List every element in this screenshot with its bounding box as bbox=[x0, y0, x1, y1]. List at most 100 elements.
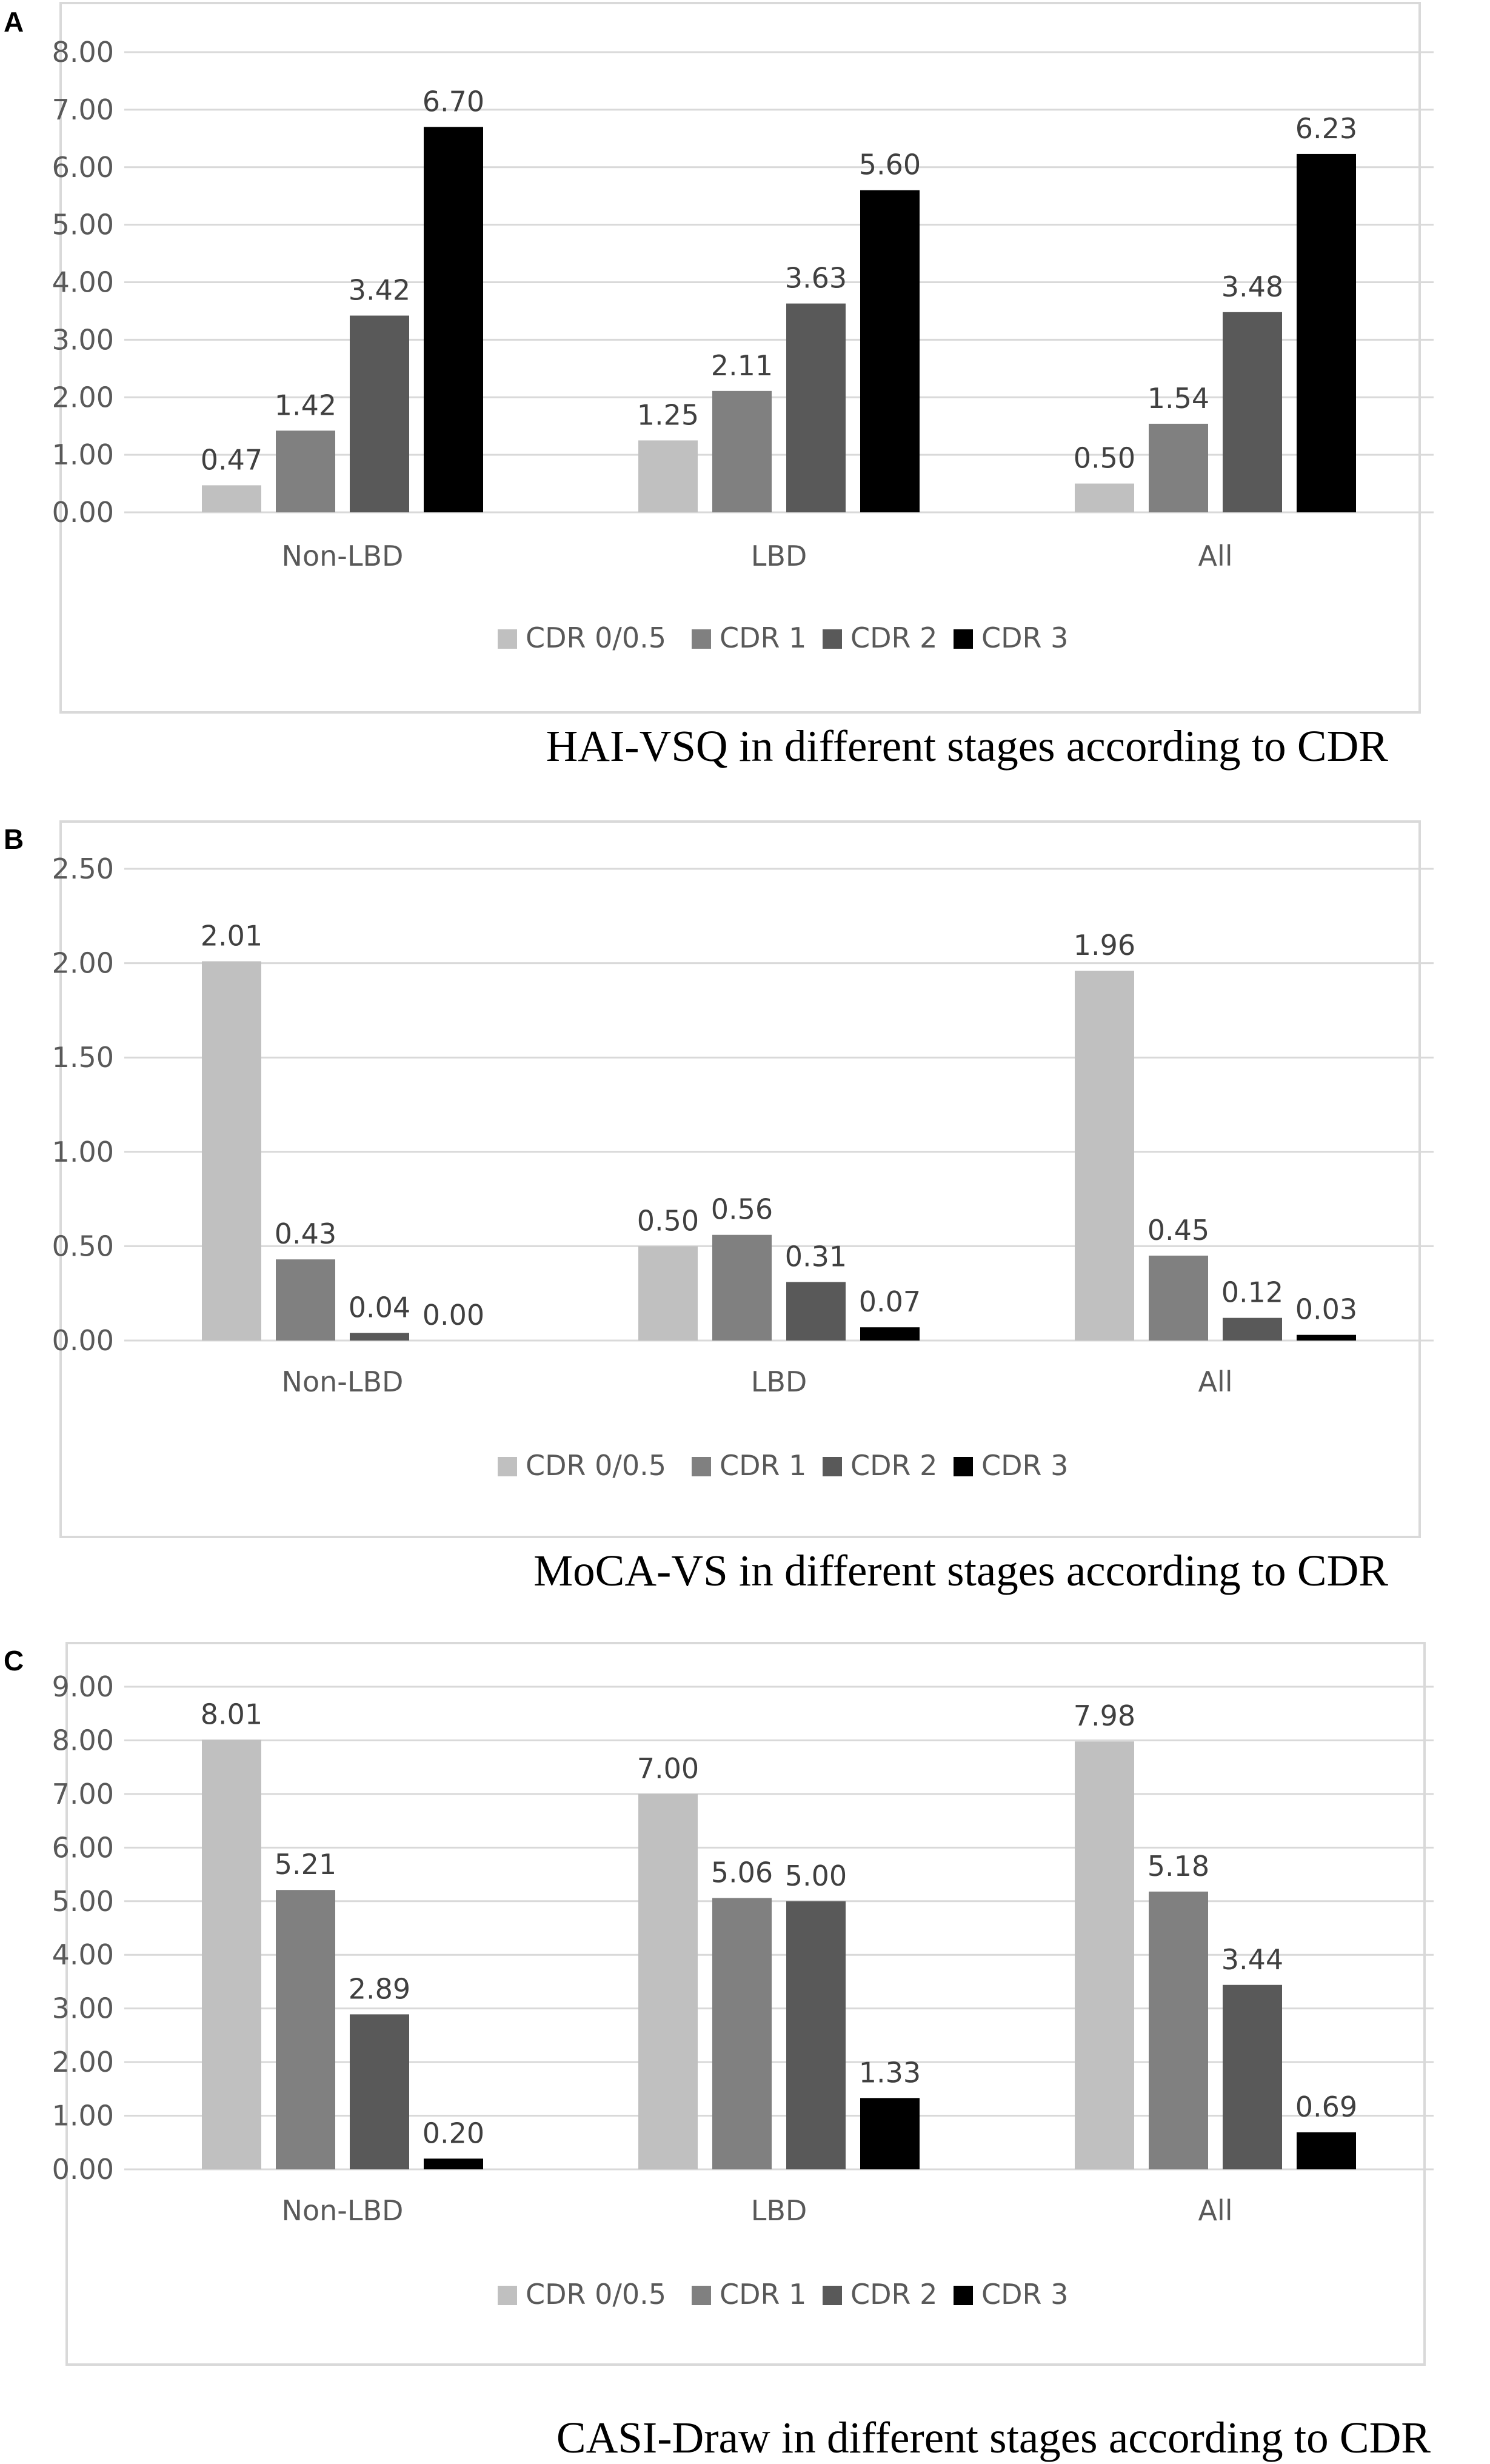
legend-label: CDR 1 bbox=[720, 621, 806, 654]
category-label: Non-LBD bbox=[282, 540, 404, 572]
bar bbox=[276, 1890, 335, 2169]
bar bbox=[350, 315, 409, 512]
legend-swatch bbox=[498, 629, 517, 649]
data-label: 7.00 bbox=[637, 1752, 699, 1785]
bar bbox=[860, 190, 920, 512]
legend-label: CDR 2 bbox=[850, 1449, 937, 1482]
data-label: 0.07 bbox=[859, 1285, 921, 1318]
bar bbox=[786, 303, 846, 512]
data-label: 1.54 bbox=[1148, 382, 1209, 415]
chart-panel-c: C 0.00 1.00 2.00 3.00 4.00 5.00 6.00 7.00 8.00 9.0… bbox=[4, 1642, 1434, 2462]
y-tick-label: 1.50 bbox=[52, 1041, 114, 1074]
data-label: 7.98 bbox=[1074, 1699, 1135, 1732]
category-label: All bbox=[1198, 540, 1232, 572]
data-label: 0.50 bbox=[637, 1204, 699, 1237]
bar bbox=[1075, 971, 1134, 1341]
bar bbox=[1149, 1255, 1208, 1341]
data-label: 0.04 bbox=[349, 1291, 410, 1324]
bar bbox=[1297, 153, 1356, 512]
chart-frame bbox=[59, 2, 1421, 714]
legend-swatch bbox=[498, 2286, 517, 2305]
data-label: 3.48 bbox=[1221, 270, 1283, 303]
y-tick-label: 4.00 bbox=[52, 1938, 114, 1971]
legend-swatch bbox=[954, 629, 973, 649]
bar bbox=[712, 1234, 772, 1341]
data-label: 8.01 bbox=[201, 1698, 262, 1731]
bar bbox=[1223, 1984, 1282, 2169]
data-label: 0.00 bbox=[423, 1299, 484, 1331]
y-tick-label: 2.00 bbox=[52, 2046, 114, 2078]
legend-label: CDR 1 bbox=[720, 1449, 806, 1482]
legend-swatch bbox=[823, 2286, 842, 2305]
legend-swatch bbox=[954, 2286, 973, 2305]
y-tick-label: 2.50 bbox=[52, 852, 114, 885]
legend-swatch bbox=[692, 2286, 711, 2305]
legend: CDR 0/0.5 CDR 1 CDR 2 CDR 3 bbox=[498, 1449, 1068, 1482]
data-label: 0.31 bbox=[785, 1240, 847, 1273]
y-tick-label: 6.00 bbox=[52, 151, 114, 184]
y-tick-label: 7.00 bbox=[52, 1778, 114, 1810]
data-label: 0.43 bbox=[275, 1217, 336, 1250]
bar bbox=[638, 1793, 698, 2169]
data-label: 3.42 bbox=[349, 274, 410, 307]
data-label: 5.18 bbox=[1148, 1850, 1209, 1883]
bar bbox=[350, 2014, 409, 2169]
chart-title: CASI-Draw in different stages according … bbox=[556, 2413, 1431, 2462]
bar bbox=[424, 127, 483, 512]
category-label: LBD bbox=[751, 1365, 807, 1398]
data-label: 0.03 bbox=[1295, 1293, 1357, 1326]
bar bbox=[1149, 1891, 1208, 2169]
legend: CDR 0/0.5 CDR 1 CDR 2 CDR 3 bbox=[498, 621, 1068, 654]
legend-label: CDR 1 bbox=[720, 2278, 806, 2311]
y-tick-label: 8.00 bbox=[52, 36, 114, 69]
legend-label: CDR 2 bbox=[850, 621, 937, 654]
data-label: 5.21 bbox=[275, 1848, 336, 1881]
bar bbox=[276, 1259, 335, 1341]
y-tick-label: 1.00 bbox=[52, 438, 114, 471]
y-tick-label: 1.00 bbox=[52, 1136, 114, 1168]
data-label: 5.06 bbox=[711, 1856, 773, 1889]
chart-title: HAI-VSQ in different stages according to… bbox=[546, 721, 1389, 771]
legend-swatch bbox=[692, 1457, 711, 1476]
y-tick-label: 9.00 bbox=[52, 1670, 114, 1703]
legend-label: CDR 0/0.5 bbox=[526, 2278, 666, 2311]
category-label: Non-LBD bbox=[282, 1365, 404, 1398]
data-label: 2.89 bbox=[349, 1972, 410, 2005]
bar bbox=[202, 485, 261, 512]
y-tick-label: 3.00 bbox=[52, 1992, 114, 2025]
category-label: All bbox=[1198, 1365, 1232, 1398]
data-label: 1.96 bbox=[1074, 929, 1135, 962]
bar bbox=[860, 2098, 920, 2169]
bar bbox=[786, 1282, 846, 1341]
data-label: 2.11 bbox=[711, 349, 773, 382]
bar bbox=[638, 1246, 698, 1341]
y-tick-label: 8.00 bbox=[52, 1724, 114, 1756]
y-tick-label: 0.00 bbox=[52, 1324, 114, 1357]
data-label: 0.20 bbox=[423, 2117, 484, 2149]
data-label: 1.25 bbox=[637, 398, 699, 431]
bar bbox=[1075, 1741, 1134, 2169]
data-label: 3.44 bbox=[1221, 1943, 1283, 1976]
data-label: 0.47 bbox=[201, 443, 262, 476]
bar bbox=[712, 1898, 772, 2169]
category-label: LBD bbox=[751, 540, 807, 572]
legend-label: CDR 3 bbox=[981, 1449, 1068, 1482]
bar bbox=[786, 1901, 846, 2169]
bar bbox=[276, 430, 335, 512]
category-label: All bbox=[1198, 2194, 1232, 2227]
data-label: 0.69 bbox=[1295, 2091, 1357, 2123]
legend-swatch bbox=[692, 629, 711, 649]
data-label: 0.12 bbox=[1221, 1276, 1283, 1309]
bar bbox=[860, 1327, 920, 1341]
bar bbox=[638, 440, 698, 512]
y-tick-label: 3.00 bbox=[52, 323, 114, 356]
y-tick-label: 2.00 bbox=[52, 381, 114, 413]
panel-letter: B bbox=[4, 823, 24, 855]
chart-title: MoCA-VS in different stages according to… bbox=[533, 1546, 1388, 1595]
data-label: 2.01 bbox=[201, 919, 262, 952]
panel-letter: A bbox=[4, 6, 24, 38]
data-label: 6.70 bbox=[423, 85, 484, 118]
y-tick-label: 7.00 bbox=[52, 93, 114, 126]
category-label: LBD bbox=[751, 2194, 807, 2227]
y-tick-label: 0.00 bbox=[52, 496, 114, 529]
